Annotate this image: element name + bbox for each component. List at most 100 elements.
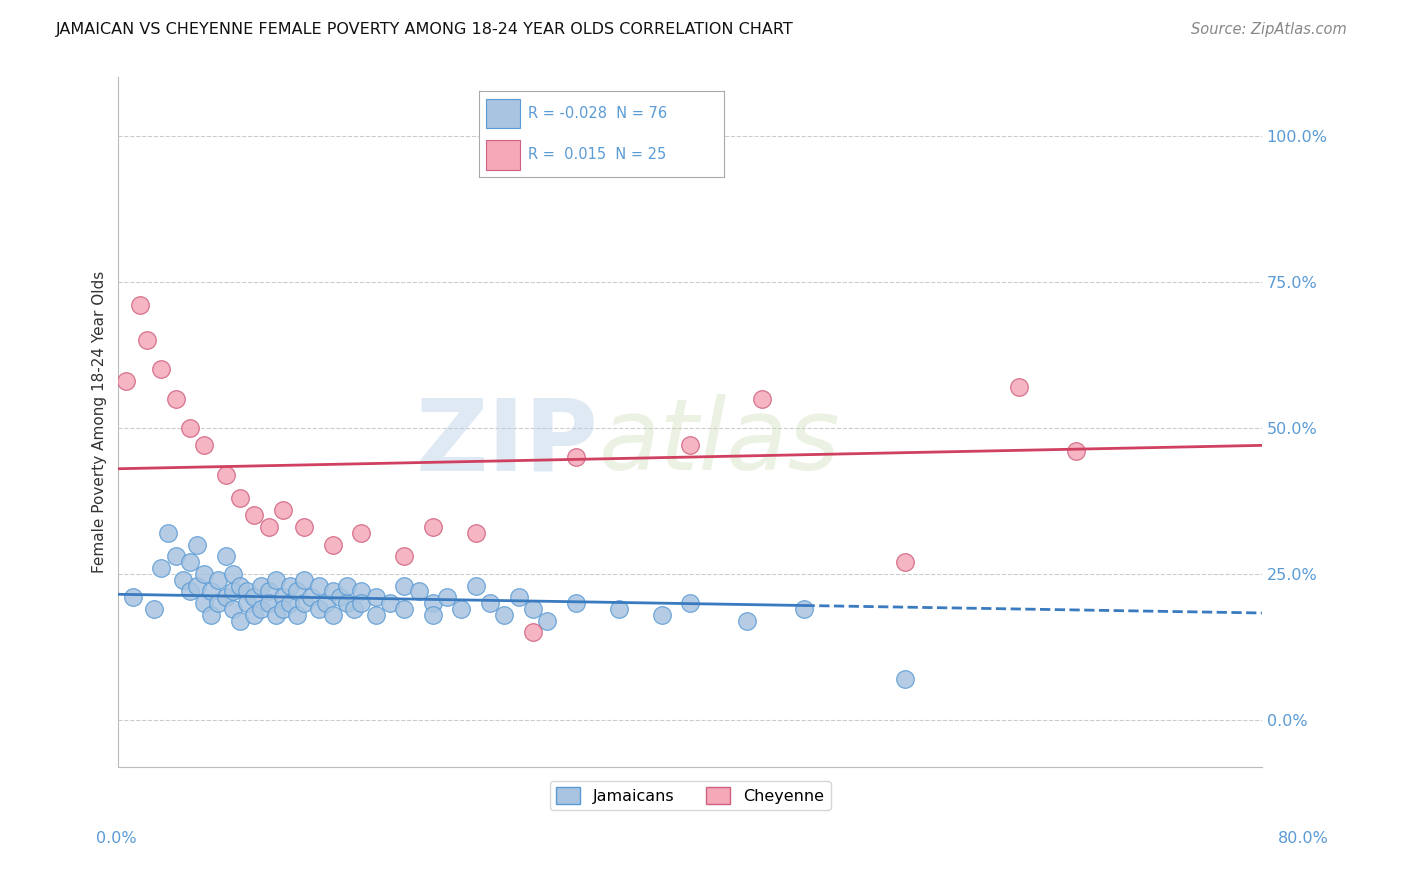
Point — [607, 602, 630, 616]
Point — [200, 607, 222, 622]
Point — [450, 602, 472, 616]
Point — [679, 596, 702, 610]
Point — [278, 578, 301, 592]
Point — [250, 602, 273, 616]
Point — [243, 591, 266, 605]
Text: Source: ZipAtlas.com: Source: ZipAtlas.com — [1191, 22, 1347, 37]
Text: atlas: atlas — [599, 394, 841, 491]
Point — [329, 591, 352, 605]
Point — [143, 602, 166, 616]
Point — [229, 491, 252, 505]
Point — [322, 584, 344, 599]
Point — [464, 525, 486, 540]
Point — [285, 584, 308, 599]
Point — [121, 591, 143, 605]
Point — [114, 374, 136, 388]
Point — [271, 602, 294, 616]
Point — [285, 607, 308, 622]
Point — [150, 561, 173, 575]
Point — [207, 573, 229, 587]
Point — [394, 578, 416, 592]
Point — [522, 625, 544, 640]
Point — [236, 584, 259, 599]
Text: JAMAICAN VS CHEYENNE FEMALE POVERTY AMONG 18-24 YEAR OLDS CORRELATION CHART: JAMAICAN VS CHEYENNE FEMALE POVERTY AMON… — [56, 22, 794, 37]
Point — [322, 538, 344, 552]
Text: 80.0%: 80.0% — [1278, 831, 1329, 847]
Point — [308, 602, 330, 616]
Point — [172, 573, 194, 587]
Point — [179, 555, 201, 569]
Point — [494, 607, 516, 622]
Point — [364, 607, 387, 622]
Point — [565, 450, 588, 464]
Point — [250, 578, 273, 592]
Point — [186, 538, 208, 552]
Point — [350, 584, 373, 599]
Point — [257, 596, 280, 610]
Point — [422, 607, 444, 622]
Point — [343, 602, 366, 616]
Point — [128, 298, 150, 312]
Point — [165, 549, 187, 564]
Point — [292, 520, 315, 534]
Point — [378, 596, 401, 610]
Point — [350, 596, 373, 610]
Point — [157, 525, 180, 540]
Point — [1064, 444, 1087, 458]
Point — [479, 596, 502, 610]
Point — [214, 591, 236, 605]
Point — [150, 362, 173, 376]
Point — [236, 596, 259, 610]
Point — [315, 596, 337, 610]
Point — [200, 584, 222, 599]
Point — [222, 584, 245, 599]
Point — [264, 573, 287, 587]
Point — [257, 584, 280, 599]
Point — [464, 578, 486, 592]
Point — [893, 672, 915, 686]
Point — [651, 607, 673, 622]
Point — [229, 578, 252, 592]
Point — [893, 555, 915, 569]
Point — [737, 614, 759, 628]
Point — [271, 502, 294, 516]
Point — [322, 607, 344, 622]
Point — [165, 392, 187, 406]
Point — [214, 467, 236, 482]
Point — [364, 591, 387, 605]
Point — [243, 607, 266, 622]
Point — [292, 573, 315, 587]
Point — [394, 602, 416, 616]
Point — [522, 602, 544, 616]
Point — [193, 596, 215, 610]
Point — [436, 591, 458, 605]
Point — [214, 549, 236, 564]
Legend: Jamaicans, Cheyenne: Jamaicans, Cheyenne — [550, 780, 831, 810]
Point — [793, 602, 815, 616]
Text: 0.0%: 0.0% — [96, 831, 136, 847]
Point — [422, 596, 444, 610]
Point — [350, 525, 373, 540]
Point — [186, 578, 208, 592]
Point — [751, 392, 773, 406]
Point — [222, 566, 245, 581]
Point — [308, 578, 330, 592]
Point — [207, 596, 229, 610]
Text: ZIP: ZIP — [416, 394, 599, 491]
Point — [679, 438, 702, 452]
Point — [336, 578, 359, 592]
Point — [394, 549, 416, 564]
Point — [179, 421, 201, 435]
Point — [271, 591, 294, 605]
Point — [536, 614, 558, 628]
Point — [222, 602, 245, 616]
Point — [264, 607, 287, 622]
Point — [179, 584, 201, 599]
Point — [336, 596, 359, 610]
Point — [1008, 380, 1031, 394]
Y-axis label: Female Poverty Among 18-24 Year Olds: Female Poverty Among 18-24 Year Olds — [93, 271, 107, 574]
Point — [565, 596, 588, 610]
Point — [508, 591, 530, 605]
Point — [408, 584, 430, 599]
Point — [299, 591, 322, 605]
